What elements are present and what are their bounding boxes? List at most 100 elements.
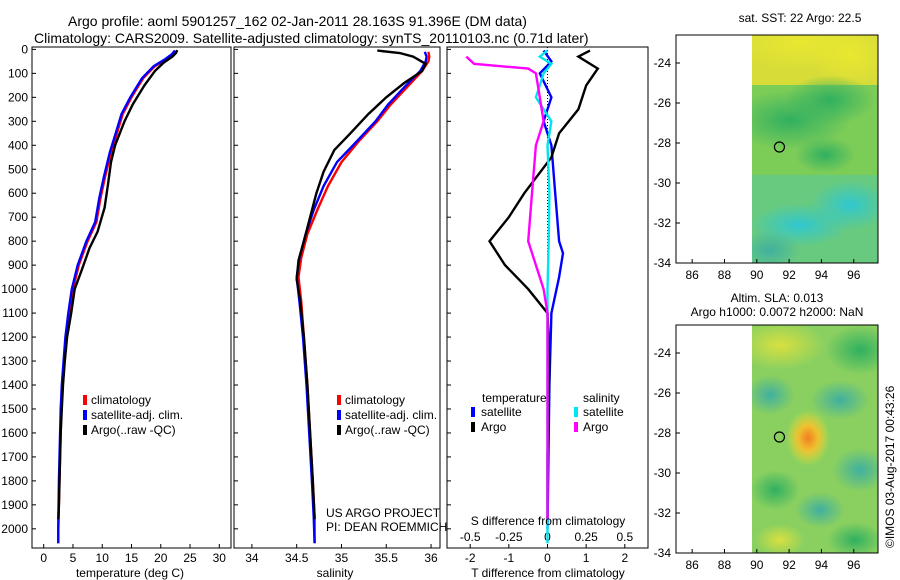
- depth-tick-label: 700: [8, 210, 28, 224]
- depth-tick-label: 1900: [1, 498, 28, 512]
- sst-map-field: [752, 35, 878, 263]
- map-lon-tick-label: 88: [718, 268, 732, 282]
- depth-tick-label: 500: [8, 162, 28, 176]
- legend-swatch-salinity-argo: [574, 422, 578, 432]
- difference-line-temperature-argo: [488, 49, 600, 520]
- difference-line-salinity-satellite: [534, 49, 554, 544]
- sla-map-title-line1: Altim. SLA: 0.013: [731, 291, 824, 305]
- depth-tick-label: 0: [21, 42, 28, 56]
- argo-location-marker: [773, 431, 786, 443]
- legend-label-satellite: satellite-adj. clim.: [345, 408, 437, 422]
- sla-map-title-line2: Argo h1000: 0.0072 h2000: NaN: [691, 305, 864, 319]
- depth-tick-label: 200: [8, 90, 28, 104]
- map-lon-tick-label: 92: [782, 268, 796, 282]
- map-lat-tick-label: -26: [654, 386, 672, 400]
- difference-series: [465, 49, 600, 544]
- project-annotation-line1: US ARGO PROJECT: [326, 506, 441, 520]
- salinity-line-climatology: [297, 51, 431, 544]
- map-lat-tick-label: -30: [654, 466, 672, 480]
- salinity-line-argo-raw-qc-: [295, 49, 428, 520]
- temperature-difference-axis-label: T difference from climatology: [471, 566, 625, 580]
- map-lon-tick-label: 86: [685, 558, 699, 572]
- depth-tick-label: 1300: [1, 354, 28, 368]
- depth-axis-ticks: 0 100 200 300 400 500 600 700 800 900 1000 1100 1200…: [1, 42, 36, 536]
- sla-map-field: [752, 325, 878, 553]
- temperature-tick-label: 20: [154, 551, 168, 565]
- legend-swatch-argo: [83, 425, 87, 435]
- salinity-profile-panel: 34 34.5 35 35.5 36 salinity climatology sate…: [233, 46, 447, 580]
- temperature-profile-panel: 0100200300400500600700800900100011001200…: [1, 42, 232, 580]
- figure-title-line2: Climatology: CARS2009. Satellite-adjuste…: [34, 30, 589, 46]
- map-lon-tick-label: 88: [718, 558, 732, 572]
- temperature-difference-tick-label: 1: [583, 551, 590, 565]
- salinity-axis-ticks: 34 34.5 35 35.5 36: [234, 48, 438, 565]
- map-lat-tick-label: -32: [654, 216, 672, 230]
- depth-tick-label: 900: [8, 258, 28, 272]
- legend-swatch-temperature-argo: [471, 422, 475, 432]
- legend-swatch-argo: [337, 425, 341, 435]
- map-lat-tick-label: -26: [654, 96, 672, 110]
- sla-map-y-ticks: -24 -26 -28 -30 -32 -34: [654, 346, 680, 560]
- salinity-tick-label: 35: [335, 551, 349, 565]
- temperature-difference-tick-label: 0: [544, 551, 551, 565]
- depth-tick-label: 1000: [1, 282, 28, 296]
- legend-label-argo: Argo(..raw -QC): [91, 423, 176, 437]
- temperature-tick-label: 25: [183, 551, 197, 565]
- salinity-difference-tick-label: 0.25: [574, 530, 598, 544]
- salinity-line-satellite-adj-clim-: [295, 51, 428, 544]
- salinity-difference-tick-label: -0.25: [495, 530, 523, 544]
- argo-location-marker: [773, 141, 786, 153]
- map-lon-tick-label: 90: [750, 268, 764, 282]
- depth-tick-label: 1700: [1, 450, 28, 464]
- legend-label-temperature-satellite: satellite: [481, 405, 522, 419]
- legend-swatch-satellite: [83, 410, 87, 420]
- difference-profile-panel: -2 -1 0 1 2 -0.5 -0.25 0 0.25 0.5 S difference f…: [446, 46, 649, 580]
- temperature-difference-tick-label: -1: [504, 551, 515, 565]
- temperature-axis-ticks: 0 5 10 15 20 25 30: [40, 544, 226, 565]
- difference-line-temperature-satellite: [538, 49, 565, 529]
- legend-swatch-satellite: [337, 410, 341, 420]
- depth-tick-label: 1800: [1, 474, 28, 488]
- depth-tick-label: 1600: [1, 426, 28, 440]
- map-lon-tick-label: 94: [815, 268, 829, 282]
- figure-title-line1: Argo profile: aoml 5901257_162 02-Jan-20…: [68, 13, 527, 29]
- legend-swatch-climatology: [83, 395, 87, 405]
- depth-tick-label: 1500: [1, 402, 28, 416]
- temperature-series: [57, 49, 179, 544]
- temperature-difference-tick-label: 2: [621, 551, 628, 565]
- temperature-line-argo-raw-qc-: [57, 49, 179, 520]
- temperature-axis-label: temperature (deg C): [76, 566, 184, 580]
- depth-tick-label: 100: [8, 66, 28, 80]
- temperature-tick-label: 0: [40, 551, 47, 565]
- legend-label-salinity-argo: Argo: [583, 420, 609, 434]
- map-lat-tick-label: -28: [654, 136, 672, 150]
- salinity-tick-label: 35.5: [375, 551, 399, 565]
- depth-tick-label: 400: [8, 138, 28, 152]
- map-lon-tick-label: 94: [815, 558, 829, 572]
- salinity-difference-axis-label: S difference from climatology: [471, 514, 626, 528]
- salinity-series: [295, 49, 431, 544]
- depth-tick-label: 1200: [1, 330, 28, 344]
- imos-credit: ©IMOS 03-Aug-2017 00:43:26: [883, 385, 897, 548]
- salinity-difference-tick-label: 0.5: [616, 530, 633, 544]
- legend-label-climatology: climatology: [345, 393, 405, 407]
- salinity-tick-label: 34.5: [285, 551, 309, 565]
- temperature-difference-tick-label: -2: [465, 551, 476, 565]
- salinity-tick-label: 34: [245, 551, 259, 565]
- map-lat-tick-label: -24: [654, 346, 672, 360]
- difference-line-salinity-argo: [465, 55, 549, 520]
- map-lat-tick-label: -32: [654, 506, 672, 520]
- project-annotation-line2: PI: DEAN ROEMMICH: [326, 520, 447, 534]
- sst-map: sat. SST: 22 Argo: 22.5 86 88 90 92 94 96 -24…: [654, 11, 879, 282]
- temperature-line-climatology: [57, 49, 177, 544]
- legend-swatch-climatology: [337, 395, 341, 405]
- temperature-tick-label: 30: [213, 551, 227, 565]
- legend-swatch-temperature-satellite: [471, 407, 475, 417]
- map-lon-tick-label: 96: [847, 558, 861, 572]
- salinity-axis-label: salinity: [317, 566, 354, 580]
- legend-label-argo: Argo(..raw -QC): [345, 423, 430, 437]
- temperature-legend: climatology satellite-adj. clim. Argo(..…: [83, 393, 183, 437]
- sla-map-x-ticks: 86 88 90 92 94 96: [685, 549, 861, 572]
- map-lon-tick-label: 92: [782, 558, 796, 572]
- map-lat-tick-label: -34: [654, 546, 672, 560]
